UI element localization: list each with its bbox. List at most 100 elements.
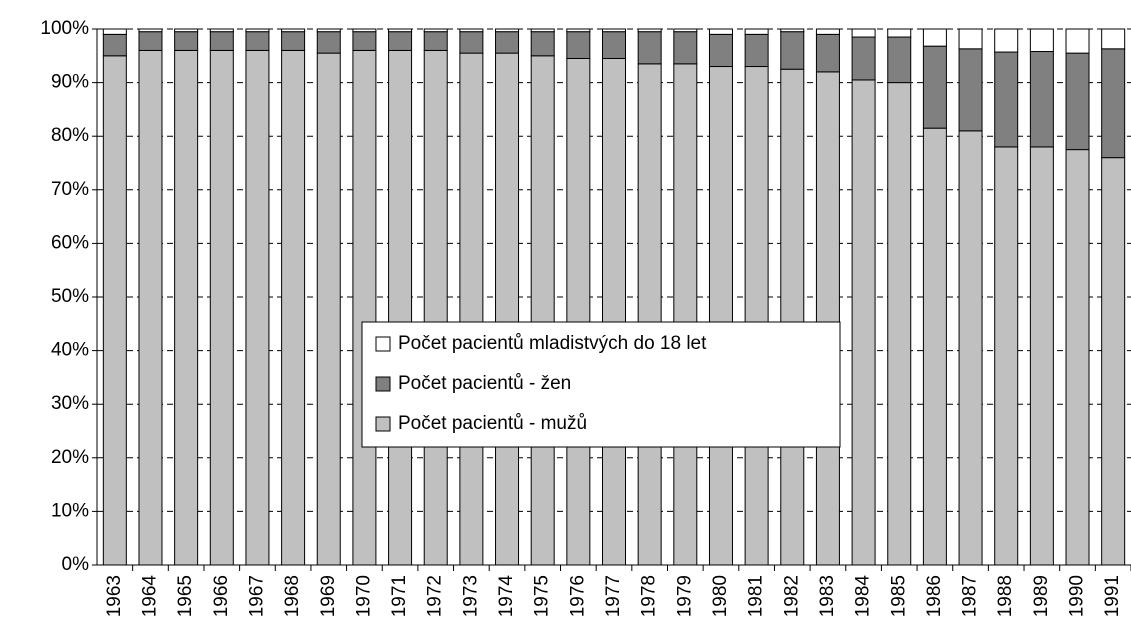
bar-segment (566, 31, 591, 59)
bar-segment (102, 55, 127, 566)
legend-label: Počet pacientů - žen (398, 373, 571, 394)
x-tick-label: 1980 (710, 575, 731, 617)
bar-segment (316, 31, 341, 54)
y-tick-label: 10% (51, 500, 89, 521)
bar-segment (673, 28, 698, 33)
bar-segment (209, 28, 234, 33)
x-tick-label: 1988 (995, 575, 1016, 617)
bar-segment (958, 48, 983, 132)
bar-segment (922, 45, 947, 129)
x-tick-label: 1986 (924, 575, 945, 617)
bar-segment (851, 79, 876, 566)
bar-segment (281, 49, 306, 566)
bar-segment (958, 28, 983, 50)
bar-segment (851, 36, 876, 81)
bar-segment (174, 49, 199, 566)
bar-segment (958, 130, 983, 566)
bar-segment (994, 146, 1019, 566)
x-tick-label: 1967 (246, 575, 267, 617)
x-tick-label: 1966 (211, 575, 232, 617)
x-tick-label: 1979 (674, 575, 695, 617)
bar-segment (673, 31, 698, 65)
bar-segment (922, 127, 947, 566)
bar-segment (602, 57, 626, 566)
bar-segment (922, 28, 947, 47)
legend-swatch (375, 336, 391, 352)
x-tick-label: 1989 (1031, 575, 1052, 617)
bar-segment (352, 31, 377, 51)
bar-segment (673, 63, 698, 566)
bar-segment (388, 28, 413, 33)
y-tick-label: 70% (51, 179, 89, 200)
bar-segment (459, 52, 484, 566)
x-tick-label: 1976 (567, 575, 588, 617)
y-tick-label: 0% (62, 554, 90, 575)
bar-segment (780, 28, 805, 33)
bar-segment (566, 28, 591, 33)
bar-segment (744, 28, 769, 35)
bar-segment (744, 33, 769, 68)
x-tick-label: 1981 (746, 575, 767, 617)
bar-segment (423, 31, 448, 51)
bar-segment (388, 31, 413, 51)
x-tick-label: 1968 (282, 575, 303, 617)
x-tick-label: 1982 (781, 575, 802, 617)
bar-segment (566, 57, 591, 566)
legend-label: Počet pacientů mladistvých do 18 let (398, 333, 707, 354)
bar-segment (352, 49, 377, 566)
bar-segment (102, 33, 127, 57)
y-tick-label: 80% (51, 125, 89, 146)
bar-segment (138, 49, 163, 566)
bar-segment (1029, 146, 1054, 566)
bar-segment (388, 49, 413, 566)
bar-segment (708, 66, 733, 566)
bar-segment (851, 28, 876, 38)
bar-segment (637, 28, 662, 33)
legend-swatch (375, 416, 391, 432)
bar-segment (174, 28, 199, 33)
x-tick-label: 1991 (1102, 575, 1123, 617)
bar-segment (352, 28, 377, 33)
x-tick-label: 1987 (960, 575, 981, 617)
bar-segment (1065, 52, 1090, 151)
bar-segment (815, 28, 840, 35)
x-tick-label: 1972 (425, 575, 446, 617)
bar-segment (1101, 28, 1126, 50)
bar-segment (174, 31, 199, 51)
bar-segment (209, 49, 234, 566)
x-tick-label: 1969 (318, 575, 339, 617)
y-tick-label: 90% (51, 72, 89, 93)
bar-segment (245, 28, 270, 33)
bar-segment (1101, 48, 1126, 159)
x-tick-label: 1964 (139, 575, 160, 618)
bar-segment (887, 82, 912, 566)
x-tick-label: 1977 (603, 575, 624, 617)
bar-segment (459, 31, 484, 54)
bar-segment (1065, 28, 1090, 54)
y-tick-label: 60% (51, 232, 89, 253)
x-tick-label: 1990 (1067, 575, 1088, 617)
bar-segment (815, 71, 840, 566)
bar-segment (495, 28, 520, 33)
bar-segment (602, 28, 626, 33)
bar-segment (459, 28, 484, 33)
bar-segment (530, 55, 555, 566)
bar-segment (316, 52, 341, 566)
bar-segment (1065, 149, 1090, 566)
bar-segment (316, 28, 341, 33)
bar-segment (887, 28, 912, 38)
bar-segment (780, 31, 805, 70)
bar-segment (637, 31, 662, 65)
bar-segment (495, 31, 520, 54)
bar-segment (780, 68, 805, 566)
y-tick-label: 40% (51, 340, 89, 361)
x-tick-label: 1975 (532, 575, 553, 617)
legend-box (361, 321, 841, 448)
legend-label: Počet pacientů - mužů (398, 413, 587, 434)
bar-segment (281, 31, 306, 51)
x-tick-label: 1965 (175, 575, 196, 617)
bar-segment (994, 51, 1019, 148)
bar-segment (708, 28, 733, 35)
bar-segment (245, 31, 270, 51)
